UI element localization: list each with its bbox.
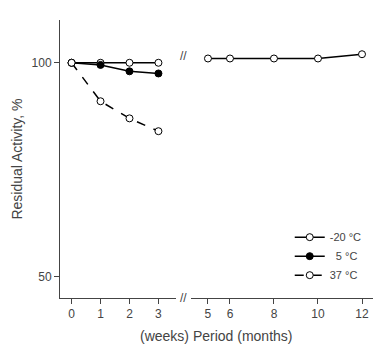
svg-text:100: 100 bbox=[32, 56, 52, 70]
svg-text:5 °C: 5 °C bbox=[330, 250, 358, 262]
svg-text://: // bbox=[180, 49, 187, 63]
svg-text:6: 6 bbox=[227, 307, 234, 321]
svg-text:5: 5 bbox=[205, 307, 212, 321]
svg-text:2: 2 bbox=[126, 307, 133, 321]
svg-text:8: 8 bbox=[271, 307, 278, 321]
svg-text:50: 50 bbox=[38, 270, 52, 284]
svg-text:-20 °C: -20 °C bbox=[330, 231, 361, 243]
svg-text://: // bbox=[180, 291, 187, 305]
svg-text:37 °C: 37 °C bbox=[330, 269, 358, 281]
svg-text:12: 12 bbox=[355, 307, 369, 321]
svg-text:1: 1 bbox=[97, 307, 104, 321]
svg-text:Residual Activity, %: Residual Activity, % bbox=[9, 98, 25, 219]
svg-text:(weeks) Period (months): (weeks) Period (months) bbox=[140, 328, 293, 344]
svg-text:3: 3 bbox=[155, 307, 162, 321]
svg-text:10: 10 bbox=[311, 307, 325, 321]
svg-text:0: 0 bbox=[68, 307, 75, 321]
